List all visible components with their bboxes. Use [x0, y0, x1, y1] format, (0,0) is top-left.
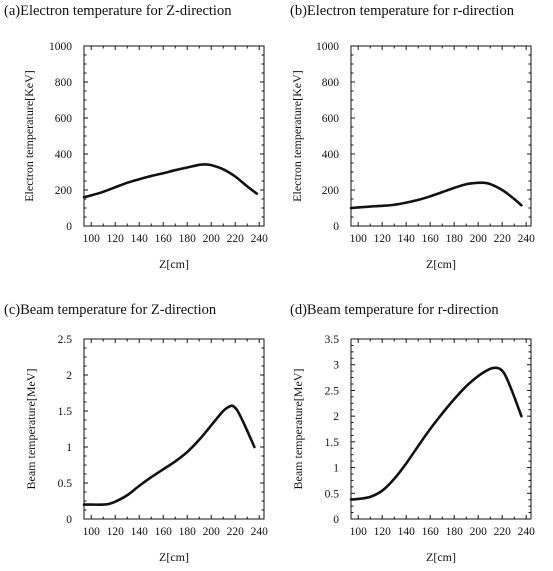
- x-tick-label: 240: [251, 233, 269, 245]
- x-tick-label: 100: [350, 233, 368, 245]
- y-tick-label: 800: [55, 77, 73, 89]
- y-axis-label: Electron temperature[KeV]: [22, 70, 36, 202]
- y-tick-label: 600: [322, 113, 340, 125]
- panel-a-electron-temperature-z: (a)Electron temperature for Z-direction …: [4, 3, 268, 271]
- y-tick-label: 0: [66, 514, 72, 526]
- x-tick-label: 180: [179, 233, 197, 245]
- x-axis-label: Z[cm]: [159, 550, 189, 564]
- plot-frame: [83, 45, 265, 227]
- x-tick-label: 220: [227, 233, 245, 245]
- y-tick-label: 2.5: [325, 385, 340, 397]
- series-line: [82, 404, 256, 506]
- x-tick-label: 100: [83, 526, 101, 538]
- y-tick-label: 1000: [49, 41, 72, 53]
- x-tick-label: 120: [374, 233, 392, 245]
- x-tick-label: 200: [470, 526, 488, 538]
- x-tick-label: 140: [398, 233, 416, 245]
- series-line: [349, 366, 523, 501]
- plot-frame: [83, 338, 265, 520]
- series-line: [82, 163, 259, 199]
- panel-title: (b)Electron temperature for r-direction: [290, 3, 515, 19]
- y-tick-label: 400: [322, 149, 340, 161]
- x-tick-label: 180: [446, 233, 464, 245]
- panel-title: (a)Electron temperature for Z-direction: [4, 3, 232, 19]
- x-tick-label: 120: [374, 526, 392, 538]
- y-axis-label: Electron temperature[KeV]: [290, 70, 304, 202]
- x-tick-label: 140: [398, 526, 416, 538]
- y-tick-label: 1000: [316, 41, 339, 53]
- y-tick-label: 0: [333, 221, 339, 233]
- y-tick-label: 1.5: [325, 437, 340, 449]
- x-tick-label: 140: [131, 233, 149, 245]
- y-tick-label: 600: [55, 113, 73, 125]
- y-axis-label: Beam temperature[MeV]: [291, 369, 305, 490]
- x-tick-label: 160: [422, 526, 440, 538]
- y-tick-label: 200: [55, 185, 73, 197]
- y-axis-label: Beam temperature[MeV]: [24, 369, 38, 490]
- x-tick-label: 220: [494, 526, 512, 538]
- x-axis-label: Z[cm]: [426, 257, 456, 271]
- x-tick-label: 180: [446, 526, 464, 538]
- x-axis-label: Z[cm]: [159, 257, 189, 271]
- x-tick-label: 160: [422, 233, 440, 245]
- panel-b-electron-temperature-r: (b)Electron temperature for r-direction …: [290, 3, 535, 271]
- x-axis-label: Z[cm]: [426, 550, 456, 564]
- panel-title: (c)Beam temperature for Z-direction: [4, 302, 217, 318]
- y-tick-label: 0: [66, 221, 72, 233]
- panel-title: (d)Beam temperature for r-direction: [290, 302, 499, 318]
- x-tick-label: 100: [350, 526, 368, 538]
- x-tick-label: 100: [83, 233, 101, 245]
- x-tick-label: 120: [107, 526, 125, 538]
- y-tick-label: 3: [333, 360, 339, 372]
- x-tick-label: 120: [107, 233, 125, 245]
- y-tick-label: 1.5: [58, 406, 73, 418]
- x-tick-label: 220: [494, 233, 512, 245]
- y-tick-label: 200: [322, 185, 340, 197]
- y-tick-label: 2.5: [58, 334, 73, 346]
- x-tick-label: 200: [203, 233, 221, 245]
- panel-d-beam-temperature-r: (d)Beam temperature for r-direction Beam…: [290, 302, 535, 564]
- x-tick-label: 220: [227, 526, 245, 538]
- y-tick-label: 400: [55, 149, 73, 161]
- y-tick-label: 1: [66, 442, 72, 454]
- x-tick-label: 160: [155, 526, 173, 538]
- x-tick-label: 240: [518, 233, 536, 245]
- panel-c-beam-temperature-z: (c)Beam temperature for Z-direction Beam…: [4, 302, 268, 564]
- x-tick-label: 140: [131, 526, 149, 538]
- y-tick-label: 2: [333, 411, 339, 423]
- y-tick-label: 0.5: [325, 488, 340, 500]
- series-line: [349, 181, 523, 210]
- plot-frame: [350, 45, 532, 227]
- y-tick-label: 1: [333, 463, 339, 475]
- y-tick-label: 3.5: [325, 334, 340, 346]
- y-tick-label: 0: [333, 514, 339, 526]
- x-tick-label: 200: [470, 233, 488, 245]
- x-tick-label: 180: [179, 526, 197, 538]
- y-tick-label: 0.5: [58, 478, 73, 490]
- x-tick-label: 160: [155, 233, 173, 245]
- x-tick-label: 240: [251, 526, 269, 538]
- x-tick-label: 200: [203, 526, 221, 538]
- y-tick-label: 2: [66, 370, 72, 382]
- y-tick-label: 800: [322, 77, 340, 89]
- x-tick-label: 240: [518, 526, 536, 538]
